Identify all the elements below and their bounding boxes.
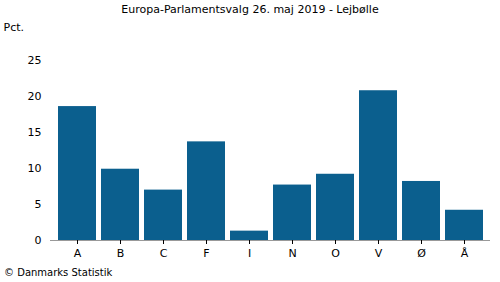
svg-text:5: 5 xyxy=(35,198,42,211)
svg-text:C: C xyxy=(160,247,168,260)
svg-text:0: 0 xyxy=(35,234,42,247)
html-text:© Danmarks Statistik: © Danmarks Statistik xyxy=(4,267,113,278)
svg-text:Pct.: Pct. xyxy=(4,21,25,34)
svg-text:10: 10 xyxy=(28,162,42,175)
svg-text:V: V xyxy=(375,247,383,260)
svg-text:F: F xyxy=(203,247,209,260)
svg-text:Ø: Ø xyxy=(417,247,426,260)
svg-text:20: 20 xyxy=(28,90,42,103)
svg-text:Å: Å xyxy=(461,247,469,260)
svg-text:I: I xyxy=(248,247,251,260)
svg-text:15: 15 xyxy=(28,126,42,139)
svg-text:N: N xyxy=(288,247,296,260)
svg-text:O: O xyxy=(331,247,340,260)
svg-text:A: A xyxy=(74,247,82,260)
svg-text:25: 25 xyxy=(28,54,42,67)
html-text:Europa-Parlamentsvalg 26. maj: Europa-Parlamentsvalg 26. maj 2019 - Lej… xyxy=(121,3,379,16)
svg-text:B: B xyxy=(117,247,125,260)
